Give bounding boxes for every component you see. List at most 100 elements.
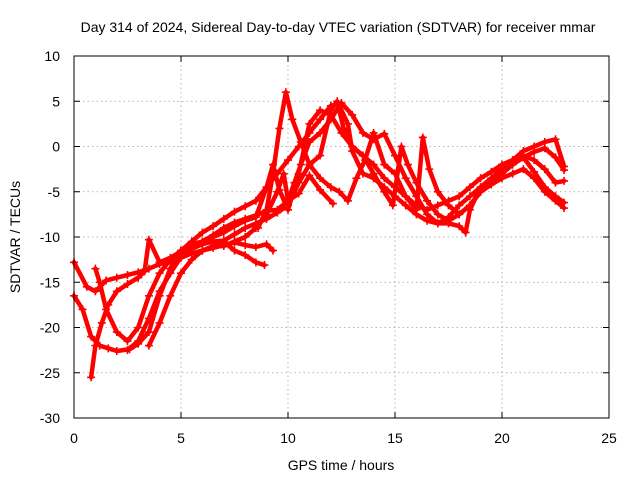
data-point: [262, 240, 271, 249]
data-point: [166, 291, 175, 300]
data-point: [155, 318, 164, 327]
data-point: [391, 169, 399, 178]
data-point: [530, 142, 539, 151]
y-tick-label: 5: [52, 93, 60, 109]
data-point: [316, 128, 325, 137]
data-point: [423, 196, 432, 205]
data-point: [433, 201, 442, 210]
data-point: [348, 142, 357, 151]
data-point: [123, 280, 132, 289]
data-point: [230, 222, 239, 231]
data-point: [465, 192, 474, 201]
data-point: [391, 151, 399, 160]
data-point: [388, 201, 397, 210]
data-point: [241, 233, 250, 241]
data-point: [177, 269, 185, 278]
data-point: [155, 287, 164, 296]
data-point: [209, 233, 218, 241]
data-point: [288, 115, 297, 124]
data-point: [316, 185, 325, 194]
data-point: [112, 328, 121, 337]
y-tick-label: -20: [40, 320, 60, 336]
data-point: [241, 251, 250, 260]
series-line: [255, 89, 567, 231]
data-point: [444, 216, 453, 225]
data-point: [166, 264, 175, 273]
y-tick-label: -25: [40, 365, 60, 381]
data-point: [326, 110, 335, 119]
x-tick-labels: 0 5 10 15 20 25: [70, 430, 617, 446]
data-point: [91, 264, 100, 273]
data-point: [294, 169, 303, 178]
data-point: [155, 258, 164, 267]
data-point: [251, 213, 260, 222]
data-point: [551, 135, 560, 144]
x-axis-title: GPS time / hours: [288, 457, 395, 473]
data-point: [104, 344, 113, 353]
series-layer: [70, 88, 569, 382]
data-point: [333, 97, 342, 106]
data-point: [260, 261, 269, 270]
data-point: [219, 242, 228, 251]
data-point: [296, 137, 305, 146]
data-point: [444, 201, 453, 210]
data-point: [144, 328, 153, 337]
data-point: [498, 169, 506, 178]
data-point: [305, 160, 314, 169]
data-point: [155, 269, 164, 278]
data-point: [418, 133, 427, 142]
data-point: [455, 222, 464, 231]
data-point: [326, 183, 335, 192]
data-point: [551, 153, 560, 162]
data-point: [455, 210, 464, 219]
data-point: [412, 205, 421, 214]
data-point: [487, 178, 496, 187]
data-point: [281, 88, 290, 97]
data-point: [316, 151, 325, 160]
data-point: [87, 332, 96, 341]
data-point: [209, 242, 218, 251]
data-point: [123, 337, 132, 346]
data-point: [540, 165, 549, 174]
data-point: [305, 171, 314, 180]
data-point: [275, 124, 284, 133]
data-point: [358, 128, 367, 137]
data-point: [328, 199, 337, 208]
data-point: [275, 185, 284, 194]
y-axis-title: SDTVAR / TECUs: [7, 181, 23, 293]
data-point: [425, 165, 434, 174]
data-point: [198, 246, 207, 255]
data-point: [251, 242, 260, 251]
data-point: [530, 167, 539, 176]
y-tick-label: -5: [48, 184, 61, 200]
data-point: [187, 255, 196, 264]
data-point: [316, 106, 325, 115]
data-point: [380, 187, 389, 196]
data-point: [369, 128, 378, 137]
data-point: [95, 278, 104, 287]
data-point: [230, 230, 239, 239]
data-point: [369, 169, 378, 178]
x-tick-label: 20: [494, 430, 510, 446]
data-point: [397, 142, 406, 151]
data-point: [230, 237, 239, 246]
data-point: [455, 192, 464, 201]
data-point: [401, 192, 410, 201]
data-point: [230, 246, 239, 255]
data-point: [134, 273, 143, 282]
data-point: [144, 341, 153, 350]
data-series: [166, 106, 569, 273]
data-point: [269, 169, 278, 178]
x-tick-label: 15: [387, 430, 403, 446]
data-point: [465, 201, 474, 210]
data-point: [241, 216, 250, 225]
data-point: [82, 282, 91, 291]
y-tick-label: 0: [52, 139, 60, 155]
data-point: [123, 346, 132, 355]
data-point: [337, 128, 346, 137]
data-point: [284, 156, 292, 165]
data-point: [87, 373, 96, 382]
data-point: [219, 228, 228, 237]
data-point: [361, 156, 370, 165]
